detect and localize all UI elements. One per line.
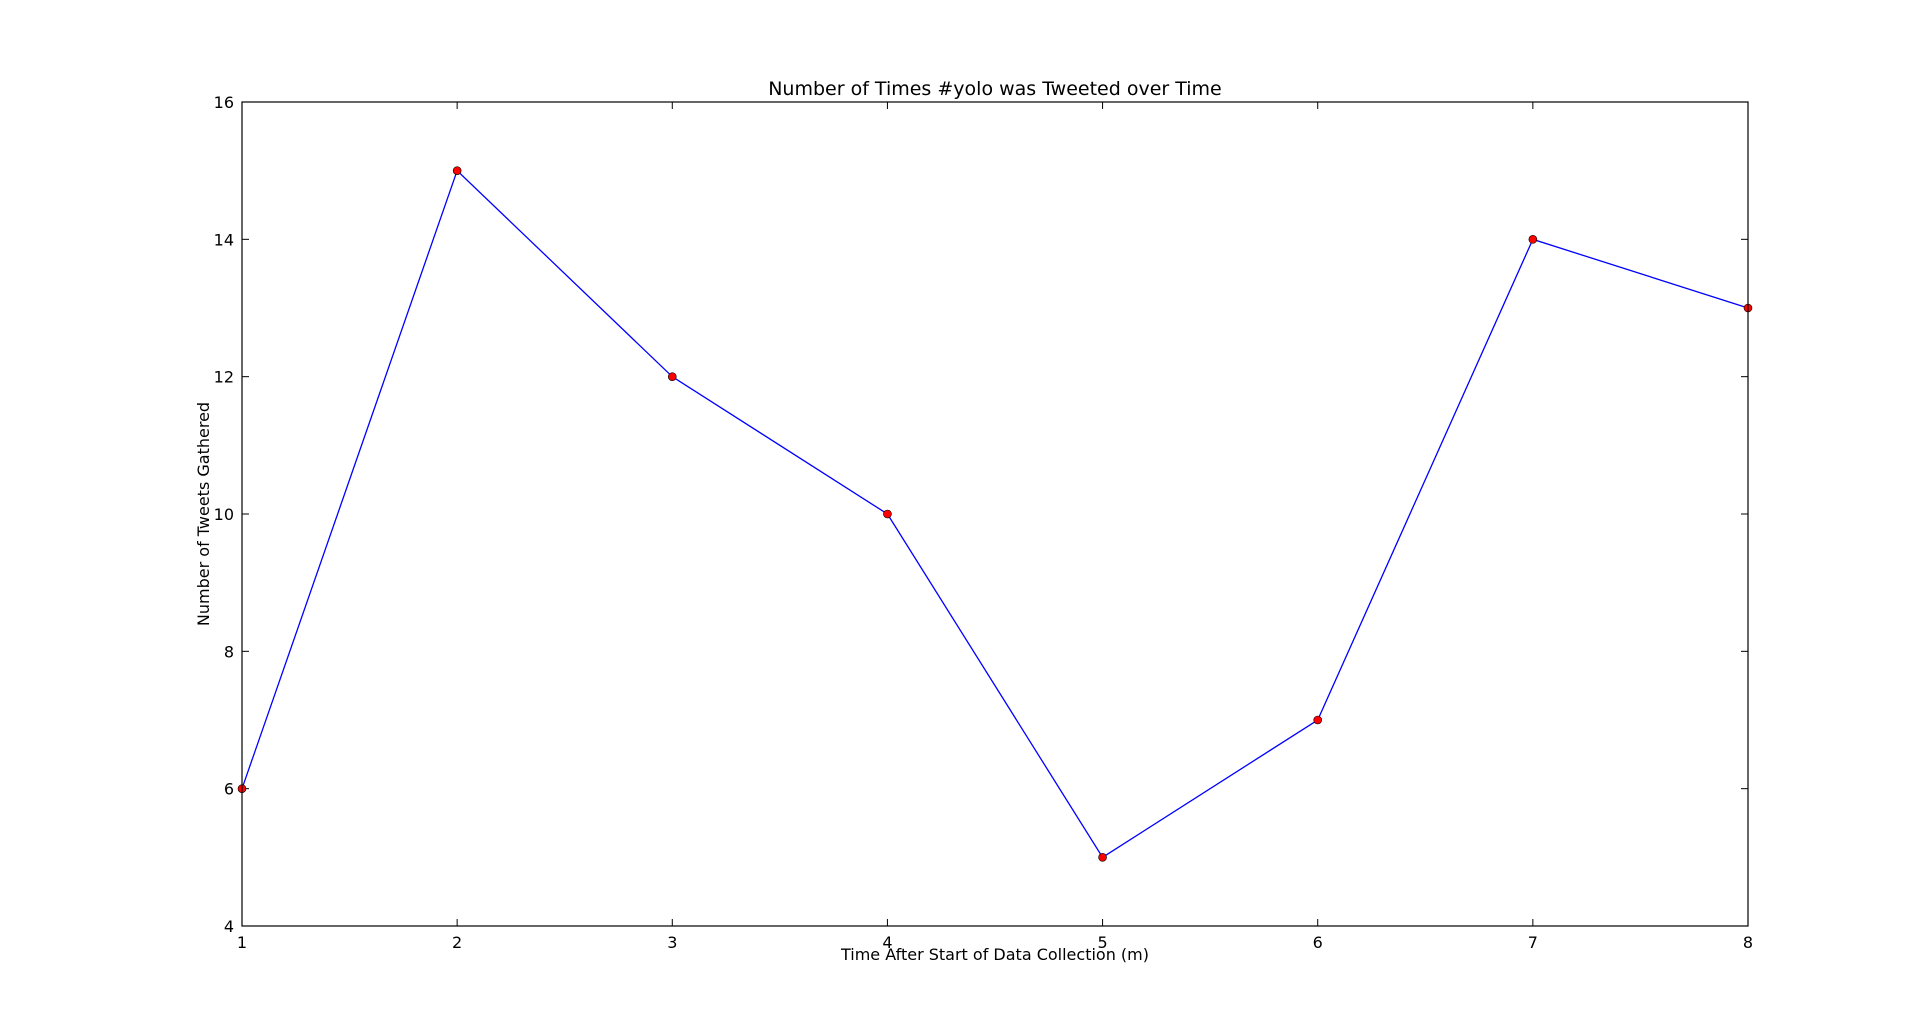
data-point-7 bbox=[1528, 235, 1538, 244]
x-tick-label: 6 bbox=[1313, 933, 1323, 952]
y-tick-label: 14 bbox=[214, 230, 234, 249]
data-point-2 bbox=[452, 166, 462, 175]
data-point-6 bbox=[1313, 715, 1323, 725]
series-layer bbox=[237, 166, 1753, 862]
plot-area bbox=[242, 102, 1748, 926]
chart-title: Number of Times #yolo was Tweeted over T… bbox=[768, 78, 1222, 100]
x-tick-label: 1 bbox=[237, 933, 247, 952]
x-tick-label: 4 bbox=[882, 933, 892, 952]
plot-background bbox=[242, 102, 1748, 926]
data-point-3 bbox=[667, 372, 677, 381]
y-tick-label: 16 bbox=[214, 93, 234, 112]
y-tick-label: 8 bbox=[224, 642, 234, 661]
x-tick-label: 5 bbox=[1097, 933, 1107, 952]
y-tick-label: 4 bbox=[224, 917, 234, 936]
data-point-4 bbox=[883, 509, 892, 519]
x-tick-label: 8 bbox=[1743, 933, 1753, 952]
series-line-0 bbox=[241, 169, 1749, 859]
y-axis-label: Number of Tweets Gathered bbox=[194, 402, 213, 626]
x-tick-label: 2 bbox=[452, 933, 462, 952]
y-tick-label: 12 bbox=[214, 368, 234, 387]
y-tick-label: 6 bbox=[224, 780, 234, 799]
axes-frame bbox=[241, 101, 1749, 927]
data-point-5 bbox=[1098, 853, 1107, 862]
x-axis-label: Time After Start of Data Collection (m) bbox=[840, 945, 1149, 964]
x-tick-label: 3 bbox=[667, 933, 677, 952]
plot-frame bbox=[241, 101, 1749, 927]
y-tick-label: 10 bbox=[214, 505, 234, 524]
x-tick-label: 7 bbox=[1528, 933, 1538, 952]
